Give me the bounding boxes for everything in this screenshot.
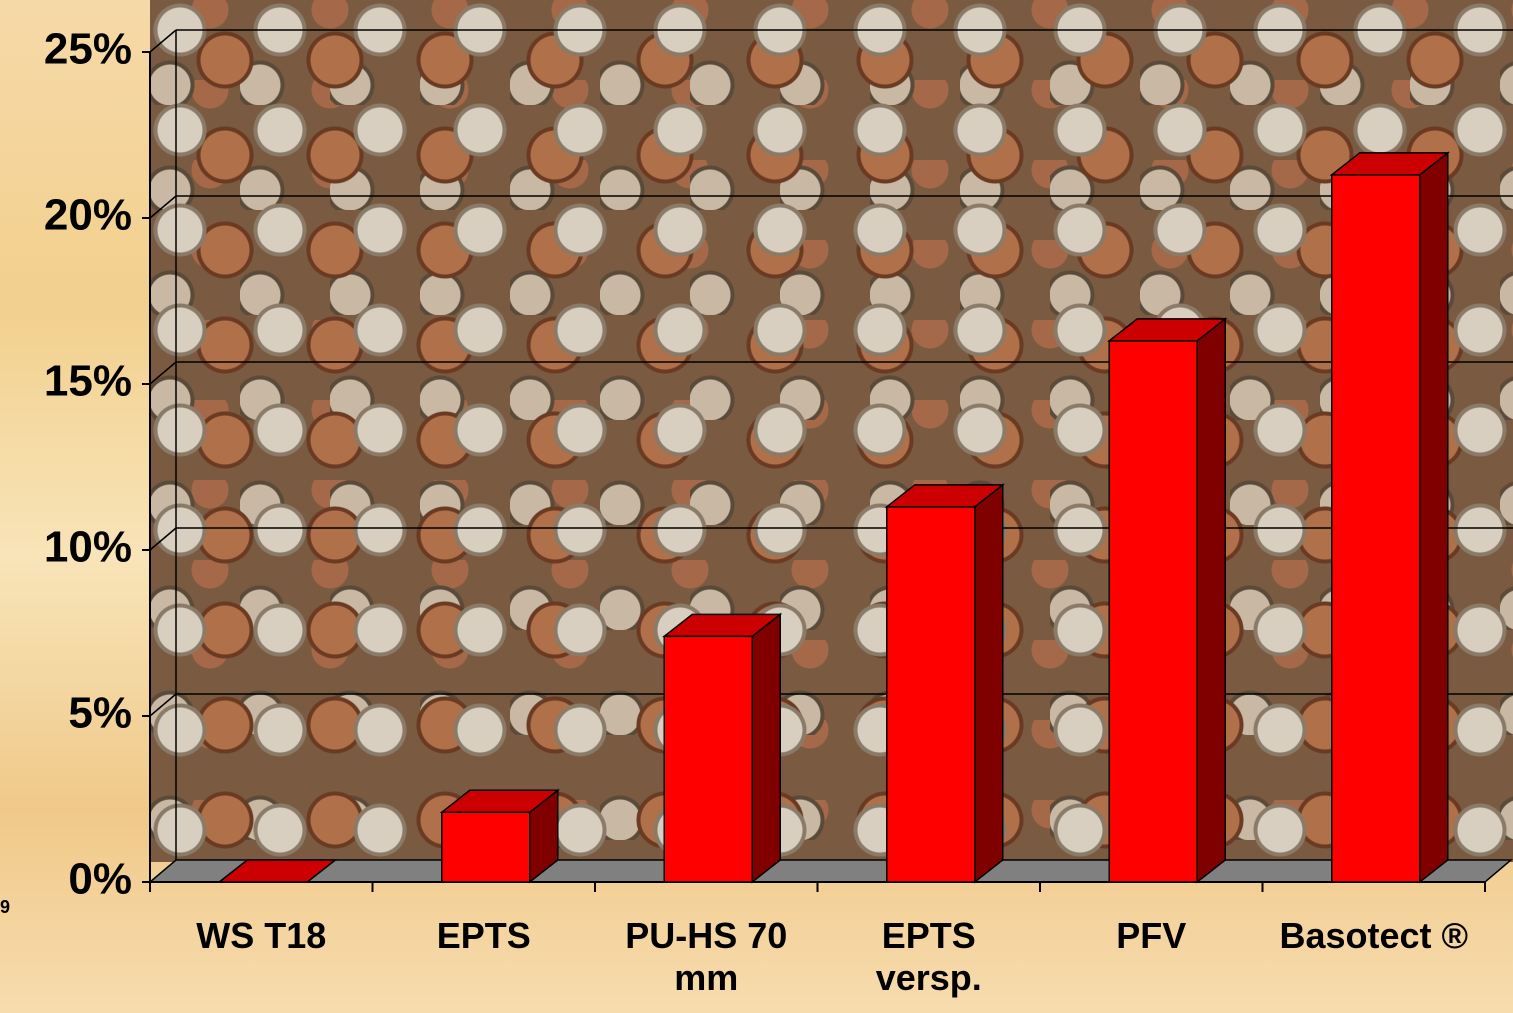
bar-side	[974, 483, 1004, 884]
grid-line-side	[149, 693, 177, 717]
grid-line-side	[149, 527, 177, 551]
y-tick-label: 15%	[44, 357, 132, 406]
grid-line-side	[149, 195, 177, 219]
bar-top	[217, 859, 338, 883]
x-tick-label: EPTS versp.	[875, 915, 982, 998]
bar-side	[1419, 151, 1449, 884]
x-tick-label: PFV	[1116, 915, 1187, 956]
x-tick-label: PU-HS 70 mm	[625, 915, 788, 998]
y-tick-label: 0%	[68, 855, 132, 904]
grid-line-side	[149, 361, 177, 385]
y-tick-label: 20%	[44, 191, 132, 240]
x-tick-label: EPTS	[436, 915, 531, 956]
x-tick-label: Basotect ®	[1279, 915, 1469, 956]
x-tick-label: WS T18	[196, 915, 327, 956]
y-tick-label: 25%	[44, 25, 132, 74]
coin-background	[150, 0, 1513, 862]
page-number: 9	[0, 897, 10, 917]
bar-side	[751, 612, 781, 884]
y-tick-label: 5%	[68, 689, 132, 738]
bar	[1331, 174, 1421, 883]
bar-side	[1196, 317, 1226, 884]
bar	[663, 635, 753, 883]
grid-line-side	[149, 29, 177, 53]
bar	[1108, 340, 1198, 883]
floor	[147, 859, 1513, 883]
bar	[441, 811, 531, 883]
bar	[886, 506, 976, 883]
y-tick-label: 10%	[44, 523, 132, 572]
